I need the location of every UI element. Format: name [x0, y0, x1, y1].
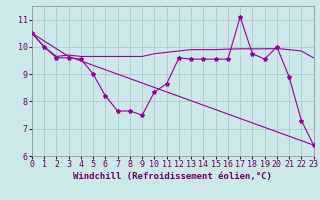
X-axis label: Windchill (Refroidissement éolien,°C): Windchill (Refroidissement éolien,°C) [73, 172, 272, 181]
